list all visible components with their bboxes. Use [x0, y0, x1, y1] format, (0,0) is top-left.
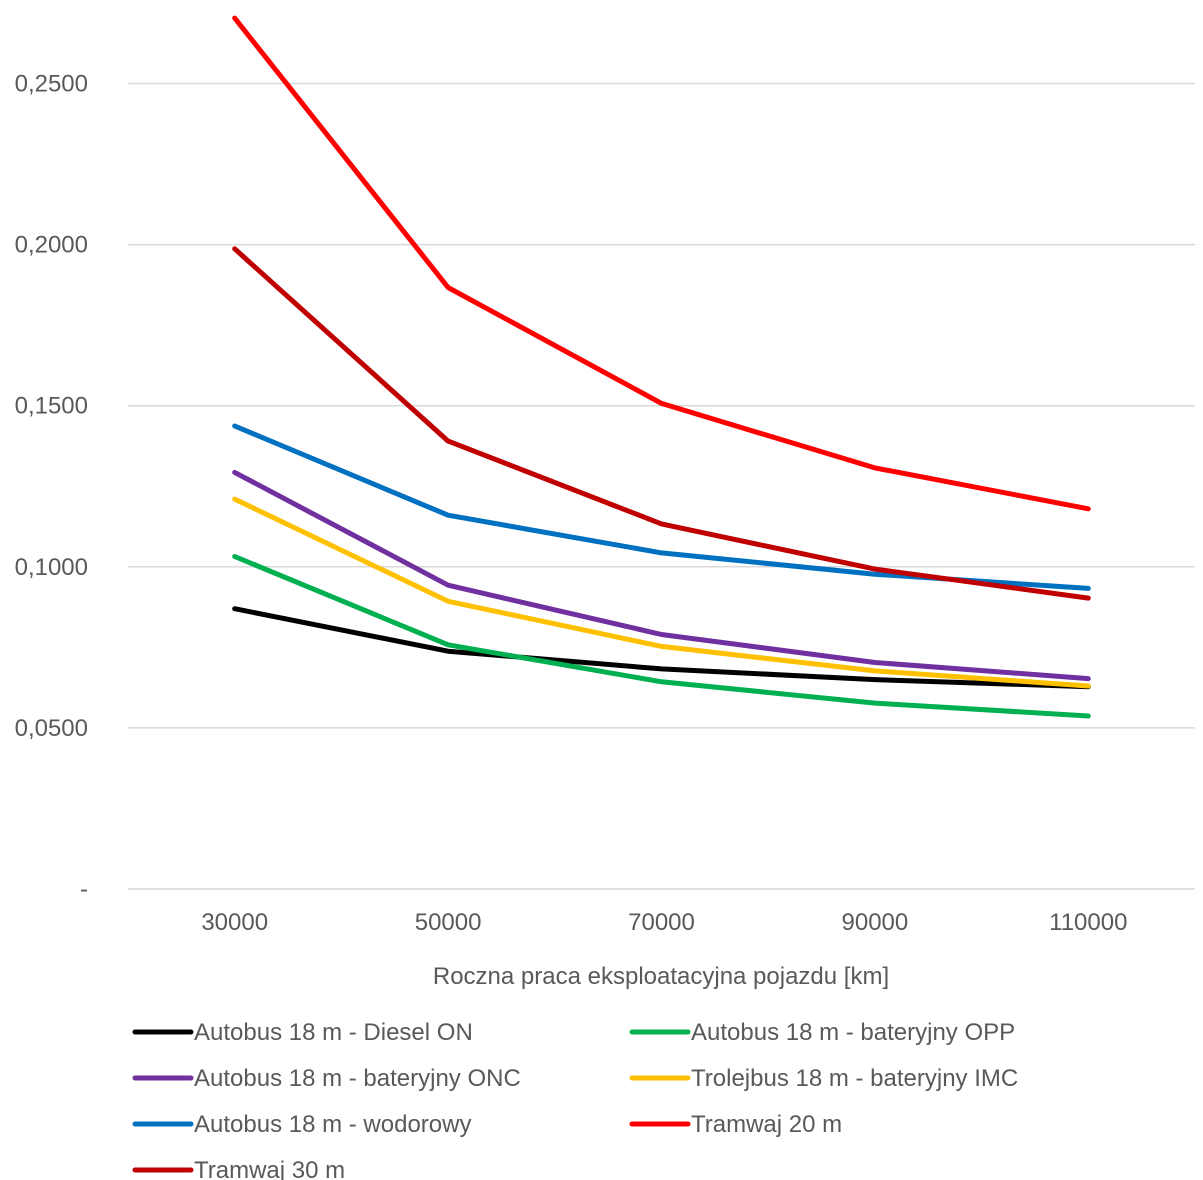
y-tick-label: 0,0500: [15, 715, 88, 742]
legend-label: Autobus 18 m - wodorowy: [194, 1111, 471, 1138]
x-tick-label: 30000: [201, 909, 268, 936]
x-tick-label: 90000: [842, 909, 909, 936]
legend-item: Trolejbus 18 m - bateryjny IMC: [629, 1065, 1018, 1092]
legend-label: Autobus 18 m - bateryjny ONC: [194, 1065, 521, 1092]
legend-item: Tramwaj 20 m: [629, 1111, 842, 1138]
legend-label: Tramwaj 20 m: [691, 1111, 842, 1138]
x-axis-tick-labels: 30000 50000 70000 90000 110000: [201, 909, 1127, 936]
y-axis-tick-labels: - 0,0500 0,1000 0,1500 0,2000 0,2500: [15, 71, 88, 904]
y-tick-label: 0,1500: [15, 393, 88, 420]
legend-item: Autobus 18 m - bateryjny ONC: [132, 1065, 521, 1092]
x-tick-label: 50000: [415, 909, 482, 936]
legend-item: Tramwaj 30 m: [132, 1157, 345, 1180]
series-line: [232, 15, 1091, 512]
y-tick-label: 0,2500: [15, 71, 88, 98]
legend-label: Autobus 18 m - bateryjny OPP: [691, 1019, 1015, 1046]
x-axis-title: Roczna praca eksploatacyjna pojazdu [km]: [433, 963, 889, 990]
legend-item: Autobus 18 m - Diesel ON: [132, 1019, 473, 1046]
y-tick-label: 0,1000: [15, 554, 88, 581]
series-line: [232, 423, 1091, 591]
legend-label: Autobus 18 m - Diesel ON: [194, 1019, 473, 1046]
series-line: [232, 469, 1091, 682]
legend-label: Trolejbus 18 m - bateryjny IMC: [691, 1065, 1018, 1092]
y-tick-label: -: [80, 876, 88, 903]
series-line: [232, 554, 1091, 719]
x-tick-label: 110000: [1049, 909, 1127, 936]
series-lines: [232, 15, 1091, 719]
x-tick-label: 70000: [628, 909, 695, 936]
series-line: [232, 246, 1091, 601]
legend: Autobus 18 m - Diesel ON Autobus 18 m - b…: [132, 1019, 1018, 1180]
y-tick-label: 0,2000: [15, 232, 88, 259]
legend-item: Autobus 18 m - wodorowy: [132, 1111, 471, 1138]
legend-item: Autobus 18 m - bateryjny OPP: [629, 1019, 1015, 1046]
series-line: [232, 496, 1091, 689]
legend-label: Tramwaj 30 m: [194, 1157, 345, 1180]
series-line: [232, 606, 1091, 690]
gridlines: [128, 82, 1195, 890]
